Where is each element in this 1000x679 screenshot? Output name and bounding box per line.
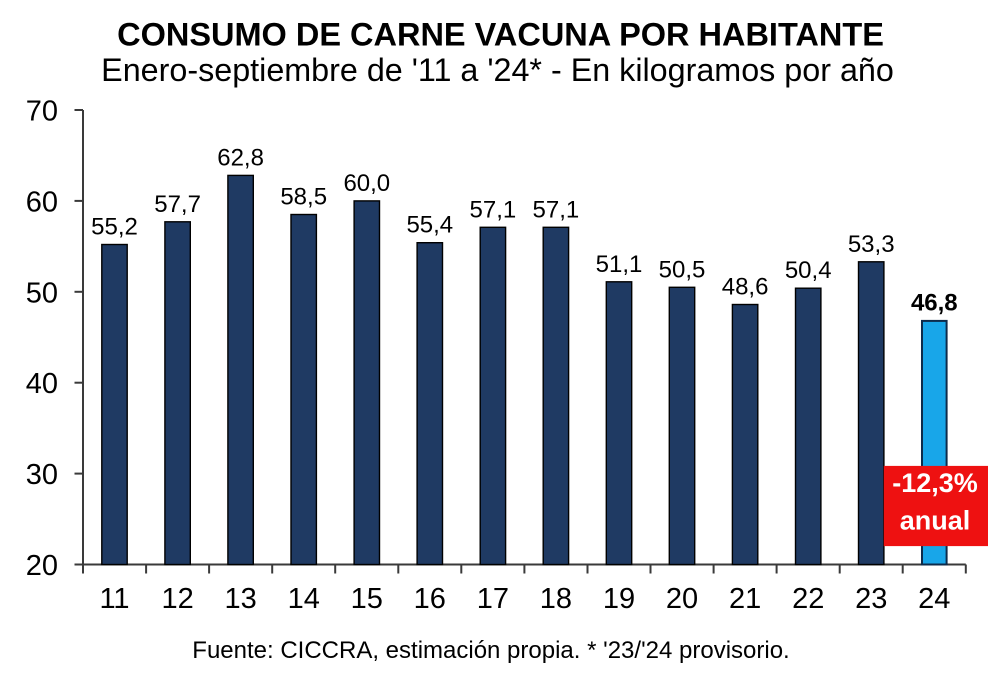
svg-text:anual: anual <box>900 506 971 536</box>
svg-text:21: 21 <box>729 583 761 615</box>
svg-text:11: 11 <box>99 583 129 615</box>
svg-text:12: 12 <box>161 583 193 615</box>
svg-text:57,1: 57,1 <box>533 196 580 223</box>
svg-text:57,7: 57,7 <box>154 191 201 218</box>
svg-text:51,1: 51,1 <box>596 251 643 278</box>
svg-text:15: 15 <box>351 583 383 615</box>
svg-text:22: 22 <box>792 583 824 615</box>
svg-text:16: 16 <box>414 583 446 615</box>
svg-text:Fuente: CICCRA, estimación pro: Fuente: CICCRA, estimación propia. * '23… <box>192 637 789 664</box>
svg-text:CONSUMO DE CARNE VACUNA POR HA: CONSUMO DE CARNE VACUNA POR HABITANTE <box>117 17 884 53</box>
svg-text:20: 20 <box>666 583 698 615</box>
svg-text:50,4: 50,4 <box>785 257 832 284</box>
svg-text:20: 20 <box>26 550 58 582</box>
svg-text:14: 14 <box>288 583 320 615</box>
svg-text:19: 19 <box>603 583 635 615</box>
svg-text:18: 18 <box>540 583 572 615</box>
svg-text:40: 40 <box>26 368 58 400</box>
svg-text:55,2: 55,2 <box>91 214 138 241</box>
svg-text:17: 17 <box>477 583 509 615</box>
svg-text:30: 30 <box>26 459 58 491</box>
svg-text:57,1: 57,1 <box>470 196 517 223</box>
svg-text:48,6: 48,6 <box>722 274 769 301</box>
svg-text:58,5: 58,5 <box>280 184 327 211</box>
svg-text:70: 70 <box>26 96 58 128</box>
svg-text:-12,3%: -12,3% <box>892 468 978 498</box>
svg-text:23: 23 <box>855 583 887 615</box>
svg-text:46,8: 46,8 <box>911 290 958 317</box>
svg-text:24: 24 <box>918 583 950 615</box>
svg-text:60: 60 <box>26 186 58 218</box>
svg-text:53,3: 53,3 <box>848 231 895 258</box>
svg-text:Enero-septiembre de '11 a '24*: Enero-septiembre de '11 a '24* - En kilo… <box>101 52 894 88</box>
svg-text:60,0: 60,0 <box>343 170 390 197</box>
svg-text:50: 50 <box>26 277 58 309</box>
svg-text:62,8: 62,8 <box>217 144 264 171</box>
svg-text:13: 13 <box>224 583 256 615</box>
svg-text:50,5: 50,5 <box>659 256 706 283</box>
svg-text:55,4: 55,4 <box>406 212 453 239</box>
